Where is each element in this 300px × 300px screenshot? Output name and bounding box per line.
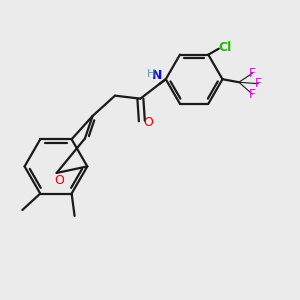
Text: O: O xyxy=(143,116,153,129)
Text: N: N xyxy=(152,69,163,82)
Text: F: F xyxy=(255,77,262,90)
Text: F: F xyxy=(249,67,256,80)
Text: H: H xyxy=(147,69,156,79)
Text: Cl: Cl xyxy=(219,41,232,54)
Text: F: F xyxy=(249,88,256,101)
Text: O: O xyxy=(55,174,64,187)
